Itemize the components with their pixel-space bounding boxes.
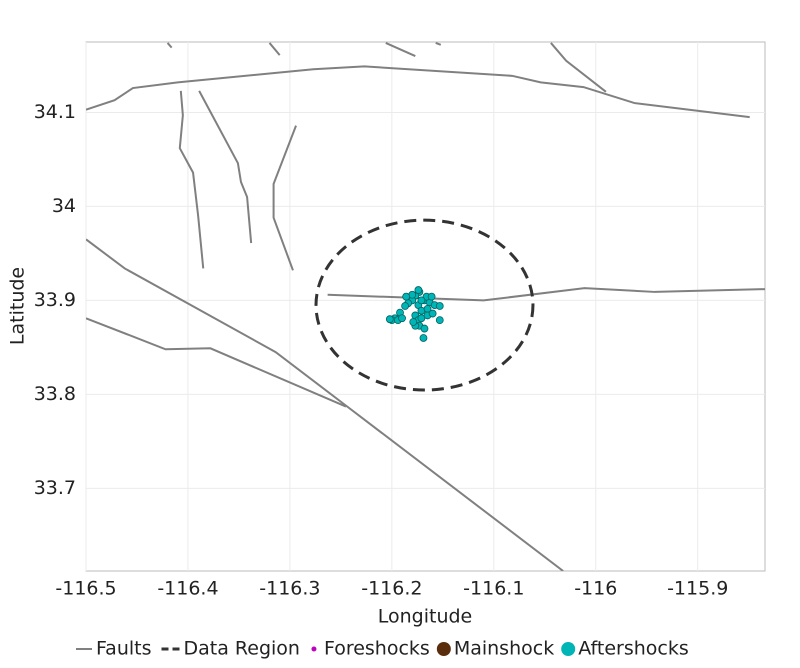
x-axis-label: Longitude [378, 606, 473, 628]
event-point [402, 292, 411, 301]
axes: -116.5 -116.4 -116.3 -116.2 -116.1 -116 -115.9… [34, 101, 729, 600]
event-point [414, 286, 423, 294]
event-point [385, 315, 394, 324]
legend-key [561, 642, 576, 656]
x-tick-label: -116 [574, 578, 617, 600]
fault-line [86, 65, 750, 119]
event-point [420, 324, 429, 333]
fault-line [550, 42, 607, 93]
y-axis-label: Latitude [7, 267, 29, 345]
event-point [435, 302, 444, 310]
fault-line [435, 42, 442, 46]
legend-label: Aftershocks [578, 638, 689, 660]
x-tick-label: -116.5 [55, 578, 116, 600]
legend-key [311, 646, 317, 652]
legend-key [436, 642, 451, 656]
x-tick-label: -115.9 [667, 578, 728, 600]
fault-line [198, 90, 253, 244]
x-tick-label: -116.1 [463, 578, 524, 600]
plot [86, 42, 765, 571]
event-point [419, 334, 428, 342]
fault-line [385, 42, 416, 58]
event-point [428, 309, 437, 318]
fault-line [272, 125, 297, 271]
legend-label: Mainshock [454, 638, 554, 660]
x-tick-label: -116.4 [157, 578, 218, 600]
y-tick-label: 33.7 [34, 477, 76, 499]
y-tick-label: 34 [52, 195, 76, 217]
y-tick-label: 33.9 [34, 289, 76, 311]
event-point [398, 314, 406, 323]
event-point [427, 292, 436, 301]
legend-label: Foreshocks [324, 638, 430, 660]
legend-label: Data Region [184, 638, 300, 660]
fault-line [166, 42, 173, 49]
event-point [401, 302, 410, 310]
x-tick-label: -116.3 [259, 578, 320, 600]
fault-line [86, 238, 564, 571]
fault-line [268, 42, 281, 56]
legend: Faults Data Region Foreshocks Mainshock Afte… [76, 638, 689, 660]
event-point [435, 316, 444, 325]
event-point [417, 296, 426, 305]
y-tick-label: 33.8 [34, 383, 76, 405]
fault-line [86, 317, 347, 408]
y-tick-label: 34.1 [34, 101, 76, 123]
event-point [409, 318, 418, 326]
fault-line [178, 90, 205, 269]
x-tick-label: -116.2 [361, 578, 422, 600]
data-region [314, 218, 535, 392]
legend-label: Faults [96, 638, 152, 660]
